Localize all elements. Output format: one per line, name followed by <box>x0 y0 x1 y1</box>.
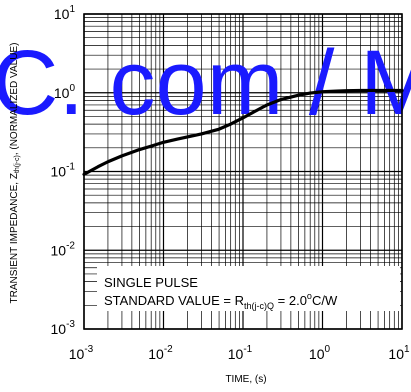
annotation-line-2: STANDARD VALUE = Rth(j-c)Q = 2.0oC/W <box>104 291 338 311</box>
y-tick-label: 101 <box>54 4 76 22</box>
y-tick-label: 10-2 <box>51 240 76 258</box>
y-tick-labels: 101 100 10-1 10-2 10-3 <box>51 4 76 337</box>
annotation-line-1: SINGLE PULSE <box>104 275 198 290</box>
x-axis-label: TIME, (s) <box>225 374 266 385</box>
plot-frame <box>83 13 403 330</box>
x-tick-label: 10-1 <box>228 344 253 362</box>
y-tick-label: 10-3 <box>51 319 76 337</box>
x-tick-label: 101 <box>388 344 410 362</box>
watermark: C. com / M <box>0 32 411 134</box>
series-line <box>82 88 404 176</box>
annotation-box: SINGLE PULSE STANDARD VALUE = Rth(j-c)Q … <box>97 266 400 311</box>
y-axis-label: TRANSIENT IMPEDANCE, Zth(j-c), (NORMALIZ… <box>9 43 21 304</box>
annotation-background <box>97 266 400 311</box>
x-tick-label: 10-3 <box>69 344 94 362</box>
x-tick-labels: 10-3 10-2 10-1 100 101 <box>69 344 410 362</box>
y-tick-label: 10-1 <box>51 162 76 180</box>
x-tick-label: 100 <box>309 344 331 362</box>
y-tick-label: 100 <box>54 83 76 101</box>
x-tick-label: 10-2 <box>148 344 173 362</box>
watermark-text: C. com / M <box>0 32 411 134</box>
